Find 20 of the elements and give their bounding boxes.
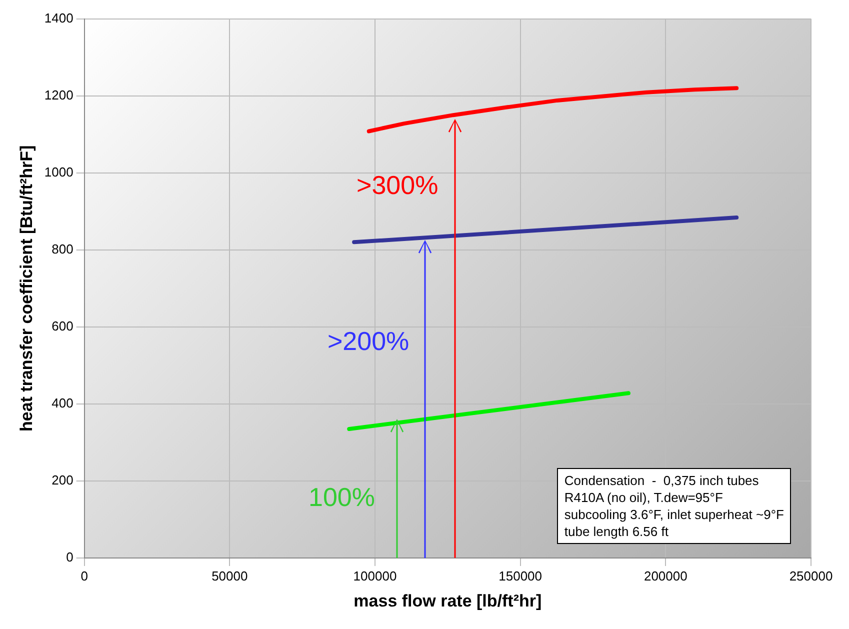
x-axis-title: mass flow rate [lb/ft²hr] xyxy=(354,591,542,610)
x-tick-label: 100000 xyxy=(353,568,397,584)
y-axis-title: heat transfer coefficient [Btu/ft²hrF] xyxy=(16,145,36,432)
annotation: >300% xyxy=(356,170,438,202)
annotation: >200% xyxy=(327,326,410,358)
x-tick-label: 250000 xyxy=(789,568,833,584)
annotation: 100% xyxy=(308,482,375,513)
x-tick-label: 200000 xyxy=(644,568,688,584)
y-tick-label: 1000 xyxy=(44,164,74,180)
y-tick-label: 200 xyxy=(52,472,74,488)
y-tick-label: 600 xyxy=(52,318,74,334)
y-tick-label: 800 xyxy=(52,241,74,256)
x-tick-label: 150000 xyxy=(498,568,542,584)
x-tick-label: 50000 xyxy=(212,568,248,584)
y-tick-label: 400 xyxy=(52,396,74,411)
y-tick-label: 1400 xyxy=(44,10,74,26)
y-tick-label: 0 xyxy=(66,550,74,565)
x-tick-label: 0 xyxy=(80,568,88,584)
annotation: Condensation - 0,375 inch tubes R410A (no oil), T.dew=95°F subcooling 3.6°F, inlet superheat ~9°F tube length 6.56 ft xyxy=(557,468,791,544)
y-tick-label: 1200 xyxy=(44,87,74,102)
